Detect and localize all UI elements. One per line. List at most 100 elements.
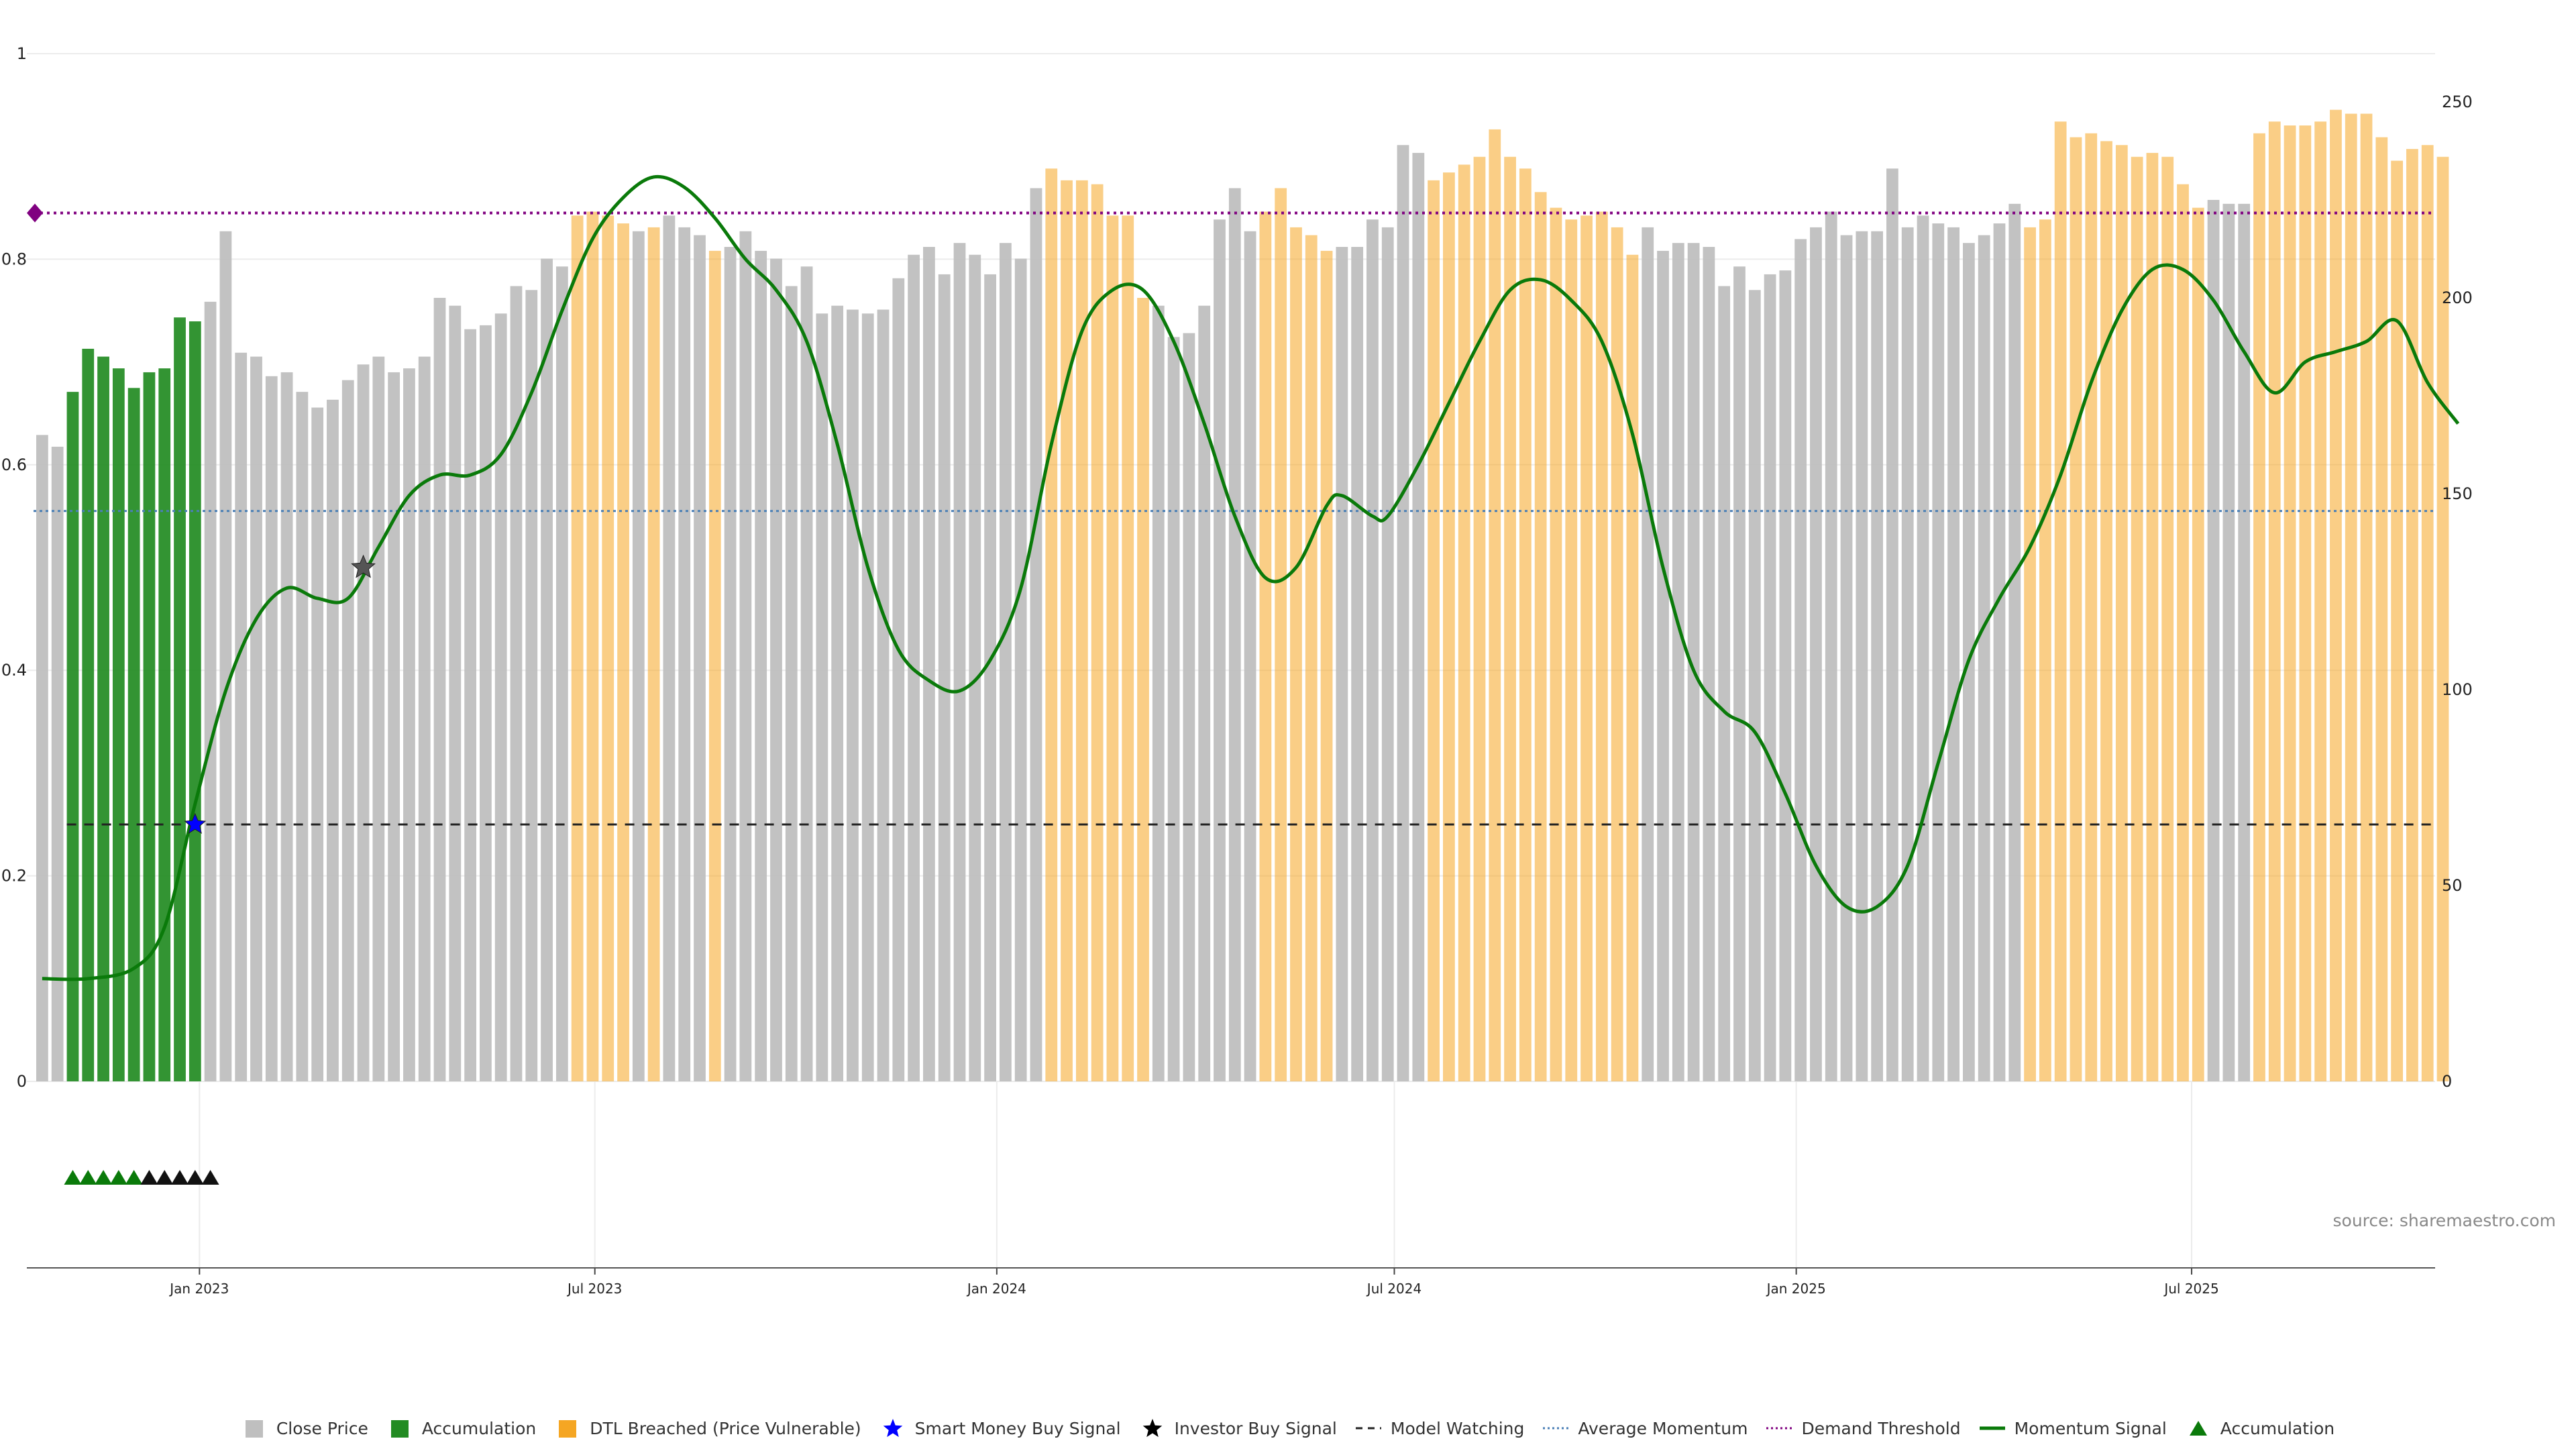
- price-bar: [1825, 211, 1837, 1081]
- price-bar: [265, 376, 278, 1081]
- price-bar: [2070, 137, 2082, 1081]
- price-bar: [647, 227, 660, 1081]
- legend-item: DTL Breached (Price Vulnerable): [555, 1418, 861, 1438]
- price-bar: [1504, 156, 1516, 1081]
- price-bar: [816, 313, 828, 1081]
- price-bar: [586, 211, 599, 1081]
- price-bar: [2314, 121, 2327, 1082]
- price-bar: [311, 407, 324, 1081]
- price-bar: [2406, 149, 2418, 1082]
- momentum-signal-path: [42, 174, 2460, 981]
- green-triangle-icon: [2189, 1421, 2207, 1436]
- price-bar: [1886, 168, 1898, 1081]
- price-bar: [1871, 231, 1884, 1082]
- price-bar: [1336, 247, 1348, 1082]
- legend-item: Momentum Signal: [1979, 1418, 2167, 1438]
- dotted-blue-line-icon: [1543, 1427, 1569, 1430]
- price-bar: [1993, 223, 2006, 1081]
- legend-label: Accumulation: [2220, 1418, 2335, 1438]
- price-bar: [2238, 203, 2251, 1082]
- accumulation-triangle: [64, 1170, 82, 1185]
- price-bar: [1305, 235, 1318, 1081]
- date-tick-label: Jul 2023: [566, 1281, 622, 1297]
- price-bar: [1443, 172, 1455, 1081]
- left-axis-tick-label: 1: [17, 44, 27, 63]
- price-bar: [1595, 211, 1608, 1081]
- price-bar: [708, 250, 721, 1081]
- price-bar: [1075, 180, 1088, 1081]
- price-bar: [418, 356, 431, 1081]
- price-bar: [1519, 168, 1532, 1081]
- price-bar: [158, 368, 171, 1081]
- price-bar: [1381, 227, 1394, 1081]
- legend-label: Momentum Signal: [2014, 1418, 2167, 1438]
- price-bar: [2421, 145, 2434, 1082]
- price-bar: [1794, 239, 1807, 1081]
- price-bar: [1642, 227, 1654, 1081]
- legend-item: Accumulation: [2186, 1418, 2334, 1438]
- legend-item: Average Momentum: [1543, 1418, 1748, 1438]
- price-bar: [617, 223, 629, 1081]
- price-bar: [1687, 243, 1700, 1081]
- watching-triangle: [140, 1170, 158, 1185]
- price-bar: [388, 372, 400, 1082]
- legend-item: Accumulation: [387, 1418, 536, 1438]
- legend-label: Close Price: [276, 1418, 368, 1438]
- price-bar: [1489, 129, 1501, 1081]
- price-bar: [1412, 152, 1425, 1081]
- axes: 0 0.2 0.4 0.6 0.8 1 0 50 100 150 200 250 Jan 2023 Jul…: [1, 44, 2473, 1297]
- price-bar: [1810, 227, 1822, 1081]
- price-bar: [2115, 145, 2128, 1082]
- price-bar: [2146, 152, 2159, 1081]
- price-bar: [984, 274, 996, 1082]
- price-bar: [1856, 231, 1868, 1082]
- price-bar: [1779, 270, 1792, 1081]
- legend-label: Investor Buy Signal: [1174, 1418, 1337, 1438]
- date-tick-label: Jul 2024: [1366, 1281, 1421, 1297]
- price-bar: [953, 243, 966, 1081]
- price-bar: [2177, 184, 2189, 1081]
- signal-markers: [27, 203, 376, 1185]
- left-axis-tick-label: 0.8: [1, 250, 27, 268]
- price-bar: [1580, 215, 1593, 1081]
- smart-money-buy-star: [184, 812, 207, 834]
- watching-triangle: [156, 1170, 174, 1185]
- price-bar: [127, 388, 140, 1081]
- price-bar: [1534, 192, 1547, 1081]
- price-bar: [1932, 223, 1945, 1081]
- legend-item: Smart Money Buy Signal: [880, 1418, 1121, 1438]
- price-bar: [235, 352, 248, 1081]
- price-bar: [1947, 227, 1960, 1081]
- price-bar: [938, 274, 951, 1082]
- price-bar: [1183, 333, 1195, 1081]
- accumulation-triangle: [109, 1170, 127, 1185]
- price-bar: [1565, 219, 1578, 1082]
- price-bar: [1550, 207, 1562, 1082]
- price-bar: [2360, 113, 2373, 1081]
- price-bar: [1290, 227, 1302, 1081]
- price-bar: [969, 254, 981, 1081]
- right-axis-tick-label: 200: [2442, 288, 2473, 307]
- price-bar: [2024, 227, 2036, 1081]
- price-bar: [1703, 247, 1715, 1082]
- price-bar: [1978, 235, 1990, 1081]
- price-bar: [2253, 133, 2265, 1082]
- price-bar: [877, 309, 890, 1081]
- price-bar: [1137, 298, 1149, 1081]
- price-bar: [1014, 258, 1027, 1082]
- price-bar: [1259, 211, 1272, 1081]
- price-bar: [1045, 168, 1058, 1081]
- price-bar: [1917, 215, 1929, 1081]
- price-bar: [480, 325, 492, 1081]
- left-axis-tick-label: 0.2: [1, 867, 27, 885]
- price-bar: [1320, 250, 1333, 1081]
- black-star-icon: [1142, 1419, 1162, 1438]
- accumulation-triangle: [79, 1170, 97, 1185]
- price-bar: [541, 258, 553, 1082]
- price-bar: [403, 368, 415, 1081]
- price-bar: [204, 301, 217, 1082]
- green-line-icon: [1979, 1426, 2005, 1430]
- price-bar: [219, 231, 232, 1082]
- price-bar: [785, 286, 798, 1082]
